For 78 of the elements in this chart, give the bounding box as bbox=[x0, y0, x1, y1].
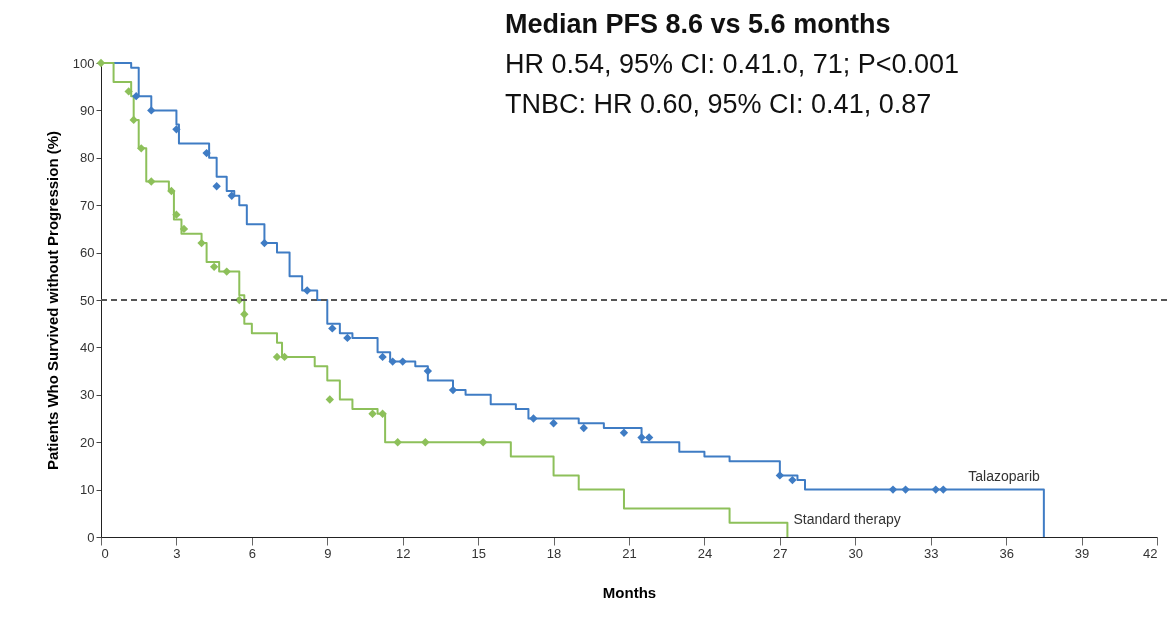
y-tick-label: 10 bbox=[80, 482, 95, 498]
text: Median PFS 8.6 vs 5.6 months bbox=[505, 9, 891, 39]
point bbox=[325, 395, 334, 404]
point bbox=[549, 419, 558, 428]
point bbox=[197, 238, 206, 248]
point bbox=[132, 92, 141, 101]
point bbox=[179, 224, 189, 234]
x-tick-label: 33 bbox=[923, 545, 939, 561]
y-tick-label: 20 bbox=[80, 434, 95, 450]
point bbox=[644, 433, 654, 442]
point bbox=[775, 471, 785, 480]
x-tick-label: 9 bbox=[324, 545, 332, 561]
y-axis-title: Patients Who Survived without Progression (%) bbox=[43, 130, 61, 471]
point bbox=[280, 352, 289, 362]
point bbox=[328, 324, 337, 333]
point bbox=[272, 352, 282, 362]
series-label: Talazoparib bbox=[968, 467, 1041, 484]
y-tick-label: 40 bbox=[80, 339, 95, 355]
point bbox=[222, 267, 231, 276]
point bbox=[393, 438, 402, 447]
point bbox=[227, 191, 236, 200]
point bbox=[378, 409, 387, 418]
x-tick-label: 6 bbox=[248, 545, 256, 561]
y-tick-label: 70 bbox=[80, 197, 95, 213]
point bbox=[529, 414, 538, 423]
x-tick-label: 27 bbox=[773, 545, 788, 561]
point bbox=[888, 485, 898, 494]
annotation: TNBC: HR 0.60, 95% CI: 0.41, 0.87 bbox=[505, 89, 932, 119]
series-label: Standard therapy bbox=[793, 510, 901, 527]
point bbox=[901, 485, 910, 494]
point bbox=[202, 148, 211, 158]
x-tick-label: 24 bbox=[697, 545, 713, 561]
y-tick-label: 60 bbox=[80, 245, 95, 261]
point bbox=[167, 186, 176, 196]
point bbox=[421, 438, 430, 447]
point bbox=[212, 182, 221, 191]
point bbox=[637, 433, 646, 442]
point bbox=[240, 310, 249, 319]
y-tick-label: 50 bbox=[80, 292, 95, 308]
point bbox=[788, 475, 797, 485]
y-tick-label: 90 bbox=[80, 102, 95, 118]
x-tick-label: 3 bbox=[173, 545, 181, 561]
point bbox=[398, 357, 407, 366]
point bbox=[939, 485, 948, 494]
point bbox=[579, 423, 588, 433]
y-tick-label: 30 bbox=[80, 387, 95, 403]
x-tick-label: 18 bbox=[546, 545, 562, 561]
point bbox=[478, 438, 488, 447]
point bbox=[172, 125, 181, 134]
annotation: HR 0.54, 95% CI: 0.41.0, 71; P<0.001 bbox=[505, 49, 960, 79]
point bbox=[343, 333, 352, 343]
point bbox=[172, 210, 181, 219]
point bbox=[147, 177, 156, 186]
x-tick-label: 36 bbox=[999, 545, 1014, 561]
point bbox=[137, 144, 146, 153]
x-tick-label: 21 bbox=[622, 545, 637, 561]
y-tick-label: 0 bbox=[87, 529, 95, 545]
x-tick-label: 30 bbox=[848, 545, 864, 561]
point bbox=[129, 115, 138, 125]
point bbox=[931, 485, 940, 494]
point bbox=[124, 87, 133, 96]
y-tick-label: 80 bbox=[80, 150, 95, 166]
x-tick-label: 15 bbox=[471, 545, 486, 561]
y-tick-label: 100 bbox=[72, 55, 95, 71]
point bbox=[209, 262, 219, 271]
point bbox=[302, 286, 312, 295]
point bbox=[619, 428, 629, 437]
x-tick-label: 39 bbox=[1074, 545, 1090, 561]
point bbox=[368, 409, 377, 418]
point bbox=[378, 352, 387, 362]
x-tick-label: 12 bbox=[395, 545, 411, 561]
point bbox=[260, 238, 269, 248]
point bbox=[147, 106, 156, 115]
point bbox=[388, 357, 397, 366]
point bbox=[423, 366, 433, 376]
x-axis-title: Months bbox=[602, 583, 657, 601]
x-tick-label: 42 bbox=[1143, 545, 1158, 561]
x-tick-label: 0 bbox=[101, 545, 109, 561]
